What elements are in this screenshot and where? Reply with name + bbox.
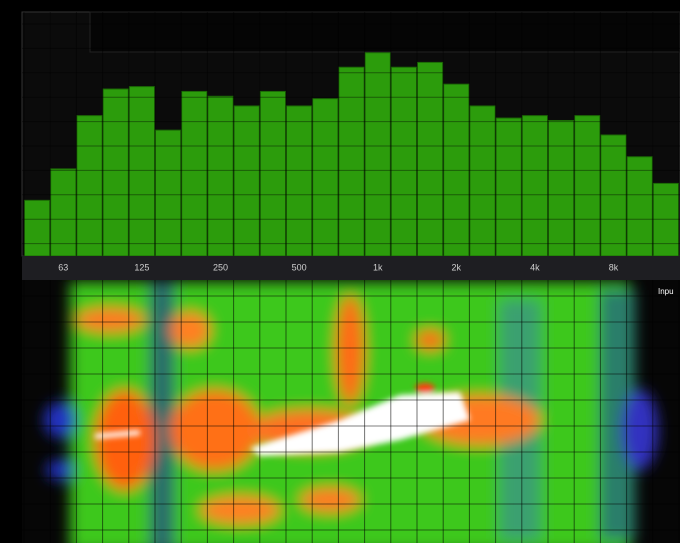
bar [338, 66, 365, 257]
x-tick-label: 125 [134, 262, 149, 272]
bar [286, 105, 313, 257]
bar [443, 83, 470, 257]
bar [259, 90, 286, 257]
overlay-box [89, 11, 680, 53]
bar [76, 115, 103, 257]
bar [600, 134, 627, 257]
bar [207, 95, 234, 257]
bar [521, 115, 548, 257]
grid [22, 12, 680, 256]
bar [128, 86, 156, 257]
bar [181, 90, 208, 257]
x-tick-label: 250 [213, 262, 228, 272]
bars [24, 52, 679, 257]
x-tick-label: 2k [452, 262, 462, 272]
side-label: Inpu [658, 287, 674, 296]
bar [364, 52, 391, 257]
bar [548, 119, 575, 257]
x-tick-label: 8k [609, 262, 619, 272]
x-labels: 63 125 250 500 1k 2k 4k 8k [58, 262, 618, 272]
bar [155, 129, 182, 257]
x-tick-label: 4k [530, 262, 540, 272]
x-tick-label: 63 [58, 262, 68, 272]
bar [469, 105, 496, 257]
bar [626, 156, 653, 257]
bar [102, 88, 129, 257]
bar [24, 199, 51, 257]
spectrogram [22, 280, 680, 543]
bar [312, 98, 339, 257]
bar [390, 66, 417, 257]
x-tick-label: 500 [292, 262, 307, 272]
x-tick-label: 1k [373, 262, 383, 272]
bar [233, 105, 260, 257]
bar [495, 117, 522, 257]
bar [50, 168, 77, 257]
bar [574, 115, 601, 257]
label-strip [22, 256, 680, 280]
bar [417, 61, 444, 257]
